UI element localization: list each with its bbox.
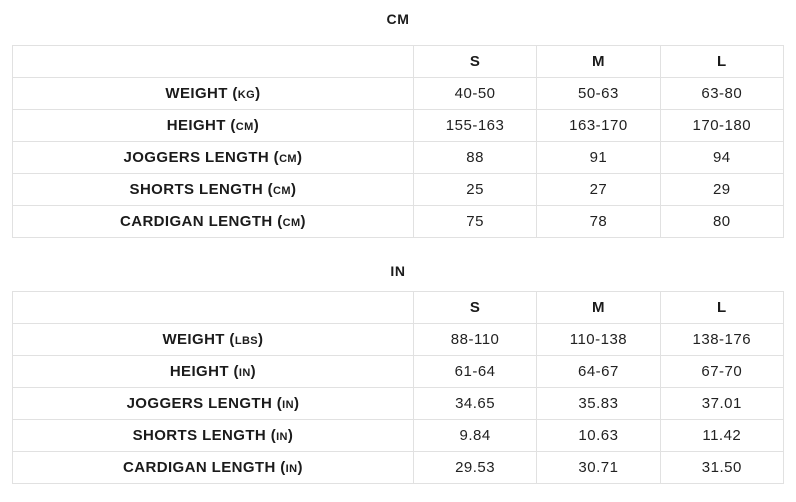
size-value-cell: 50-63 <box>536 77 661 110</box>
header-empty-cell <box>12 45 414 78</box>
size-value-cell: 88 <box>412 141 538 174</box>
size-value-cell: 31.50 <box>659 451 785 484</box>
table-row: WEIGHT (kg) 40-50 50-63 63-80 <box>12 77 785 110</box>
column-header-m: M <box>536 45 661 78</box>
table-row: SHORTS LENGTH (in) 9.84 10.63 11.42 <box>12 419 785 452</box>
size-value-cell: 170-180 <box>659 109 785 142</box>
column-header-s: S <box>412 291 538 324</box>
size-value-cell: 29 <box>659 173 785 206</box>
size-value-cell: 138-176 <box>659 323 785 356</box>
table-title-in: IN <box>390 263 406 279</box>
size-value-cell: 40-50 <box>412 77 538 110</box>
size-value-cell: 37.01 <box>659 387 785 420</box>
column-header-l: L <box>659 45 785 78</box>
row-label: HEIGHT (cm) <box>12 109 414 142</box>
size-value-cell: 10.63 <box>536 419 661 452</box>
table-row: HEIGHT (in) 61-64 64-67 67-70 <box>12 355 785 388</box>
row-label: JOGGERS LENGTH (cm) <box>12 141 414 174</box>
size-value-cell: 88-110 <box>412 323 538 356</box>
table-row: CARDIGAN LENGTH (cm) 75 78 80 <box>12 205 785 238</box>
column-header-m: M <box>536 291 661 324</box>
size-value-cell: 34.65 <box>412 387 538 420</box>
size-value-cell: 163-170 <box>536 109 661 142</box>
size-value-cell: 64-67 <box>536 355 661 388</box>
table-row: HEIGHT (cm) 155-163 163-170 170-180 <box>12 109 785 142</box>
header-row: S M L <box>12 291 785 324</box>
size-value-cell: 67-70 <box>659 355 785 388</box>
size-value-cell: 78 <box>536 205 661 238</box>
size-table-in: S M L WEIGHT (lbs) 88-110 110-138 138-17… <box>12 291 785 484</box>
size-value-cell: 155-163 <box>412 109 538 142</box>
table-row: JOGGERS LENGTH (in) 34.65 35.83 37.01 <box>12 387 785 420</box>
table-row: JOGGERS LENGTH (cm) 88 91 94 <box>12 141 785 174</box>
header-empty-cell <box>12 291 414 324</box>
size-value-cell: 61-64 <box>412 355 538 388</box>
table-title-cm: CM <box>386 11 410 27</box>
table-row: CARDIGAN LENGTH (in) 29.53 30.71 31.50 <box>12 451 785 484</box>
size-guide: CM S M L WEIGHT (kg) 40-50 50-63 63-80 <box>12 11 785 484</box>
size-table-section-in: IN S M L WEIGHT (lbs) 88-110 110-138 138… <box>12 263 785 484</box>
size-value-cell: 9.84 <box>412 419 538 452</box>
table-row: SHORTS LENGTH (cm) 25 27 29 <box>12 173 785 206</box>
row-label: WEIGHT (kg) <box>12 77 414 110</box>
row-label: SHORTS LENGTH (in) <box>12 419 414 452</box>
row-label: WEIGHT (lbs) <box>12 323 414 356</box>
size-value-cell: 29.53 <box>412 451 538 484</box>
size-value-cell: 75 <box>412 205 538 238</box>
size-value-cell: 94 <box>659 141 785 174</box>
row-label: CARDIGAN LENGTH (cm) <box>12 205 414 238</box>
size-value-cell: 35.83 <box>536 387 661 420</box>
size-value-cell: 110-138 <box>536 323 661 356</box>
size-value-cell: 27 <box>536 173 661 206</box>
header-row: S M L <box>12 45 785 78</box>
size-table-cm: S M L WEIGHT (kg) 40-50 50-63 63-80 HEIG… <box>12 45 785 238</box>
row-label: CARDIGAN LENGTH (in) <box>12 451 414 484</box>
size-value-cell: 91 <box>536 141 661 174</box>
row-label: HEIGHT (in) <box>12 355 414 388</box>
size-value-cell: 63-80 <box>659 77 785 110</box>
table-row: WEIGHT (lbs) 88-110 110-138 138-176 <box>12 323 785 356</box>
size-value-cell: 80 <box>659 205 785 238</box>
size-value-cell: 11.42 <box>659 419 785 452</box>
column-header-s: S <box>412 45 538 78</box>
column-header-l: L <box>659 291 785 324</box>
row-label: JOGGERS LENGTH (in) <box>12 387 414 420</box>
size-value-cell: 25 <box>412 173 538 206</box>
size-value-cell: 30.71 <box>536 451 661 484</box>
size-table-section-cm: CM S M L WEIGHT (kg) 40-50 50-63 63-80 <box>12 11 785 238</box>
row-label: SHORTS LENGTH (cm) <box>12 173 414 206</box>
